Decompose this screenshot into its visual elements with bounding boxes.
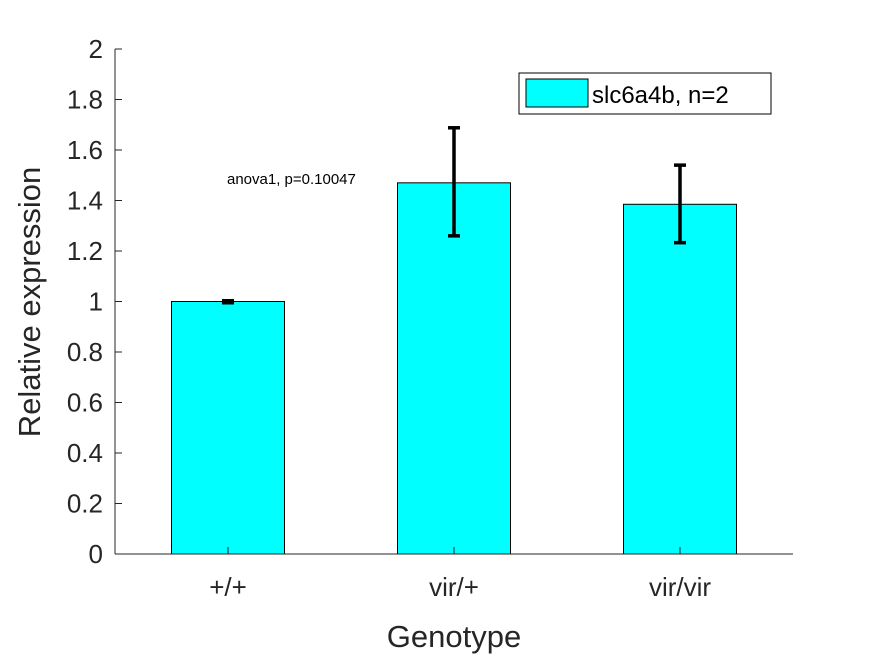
legend-swatch — [525, 78, 589, 108]
legend: slc6a4b, n=2 — [518, 72, 772, 115]
y-axis-title: Relative expression — [12, 167, 47, 438]
x-tick-label-2: vir/vir — [649, 572, 711, 602]
x-tick-label-0: +/+ — [209, 572, 247, 602]
y-tick-label-10: 2 — [89, 34, 103, 64]
y-tick-label-4: 0.8 — [67, 337, 103, 367]
x-tick-label-1: vir/+ — [429, 572, 479, 602]
axes: 0 0.2 0.4 0.6 0.8 1 1.2 1.4 1.6 1.8 2 +/+ vir/+ vir/v… — [67, 34, 793, 602]
y-tick-label-0: 0 — [89, 539, 103, 569]
y-tick-label-7: 1.4 — [67, 186, 103, 216]
x-axis-title: Genotype — [387, 619, 521, 654]
error-bars — [222, 126, 686, 305]
y-tick-label-5: 1 — [89, 287, 103, 317]
y-tick-label-3: 0.6 — [67, 388, 103, 418]
y-tick-label-8: 1.6 — [67, 135, 103, 165]
bar-3 — [623, 203, 737, 555]
bar-1 — [171, 301, 285, 555]
y-tick-label-9: 1.8 — [67, 85, 103, 115]
y-tick-label-1: 0.2 — [67, 489, 103, 519]
legend-label: slc6a4b, n=2 — [592, 82, 729, 109]
y-tick-label-2: 0.4 — [67, 438, 103, 468]
y-tick-label-6: 1.2 — [67, 236, 103, 266]
bars — [171, 182, 737, 555]
bar-2 — [397, 182, 511, 555]
anova-annotation: anova1, p=0.10047 — [227, 171, 356, 188]
